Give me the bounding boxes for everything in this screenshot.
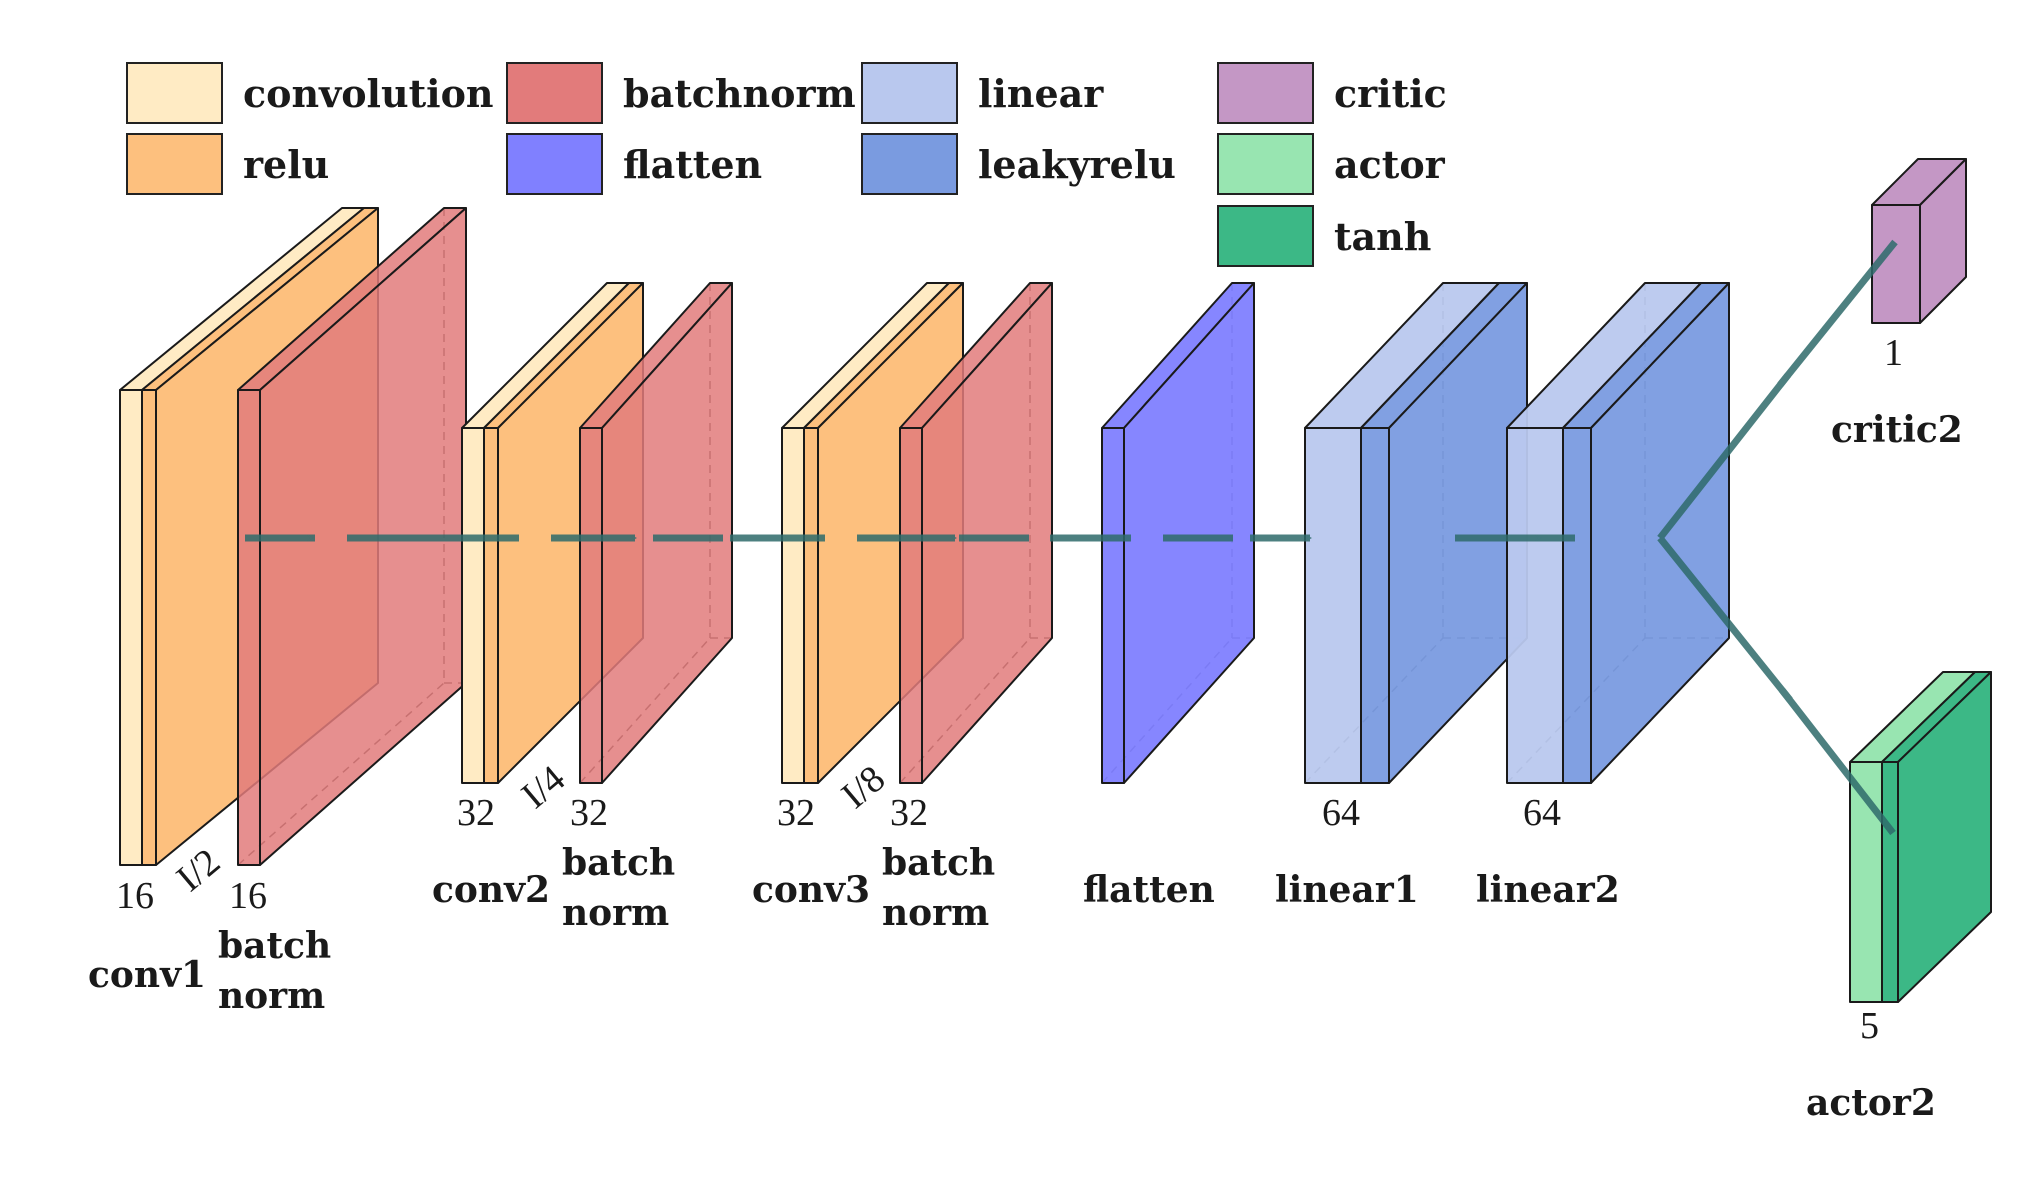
legend-swatch-relu bbox=[126, 133, 223, 195]
conv1-layer-front-face bbox=[141, 389, 157, 866]
legend-label-linear: linear bbox=[978, 71, 1104, 116]
legend-swatch-actor bbox=[1217, 133, 1314, 195]
actor-branch bbox=[1657, 535, 1793, 703]
legend-label-actor: actor bbox=[1334, 142, 1446, 187]
actor2-label: actor2 bbox=[1806, 1082, 1936, 1124]
bn1-label-line2: norm bbox=[218, 975, 325, 1017]
conv3-layer-front-face bbox=[803, 427, 819, 784]
bn3-layer-front-face bbox=[899, 427, 923, 784]
bn3-layer bbox=[899, 282, 1053, 784]
flatten-layer bbox=[1101, 282, 1255, 784]
labels: 16 16 I/2 conv1 batch norm 32 32 I/4 con… bbox=[88, 332, 1963, 1124]
bn1-channels: 16 bbox=[229, 875, 267, 917]
bn2-layer bbox=[579, 282, 733, 784]
conv2-channels: 32 bbox=[457, 792, 495, 834]
legend-label-leakyrelu: leakyrelu bbox=[978, 142, 1176, 187]
legend-label-flatten: flatten bbox=[623, 142, 762, 187]
bn3-channels: 32 bbox=[890, 792, 928, 834]
linear2-label: linear2 bbox=[1476, 869, 1620, 911]
actor-branch-end bbox=[1779, 687, 1896, 836]
legend-swatch-tanh bbox=[1217, 205, 1314, 267]
legend-swatch-leakyrelu bbox=[861, 133, 958, 195]
linear1-layer-front-face bbox=[1360, 427, 1390, 784]
conv1-label: conv1 bbox=[88, 954, 206, 996]
legend-swatch-batchnorm bbox=[506, 62, 603, 124]
legend-label-critic: critic bbox=[1334, 71, 1447, 116]
conv1-channels: 16 bbox=[116, 875, 154, 917]
linear1-layer bbox=[1304, 282, 1528, 784]
critic2-layer-front-face bbox=[1871, 204, 1921, 324]
legend-label-relu: relu bbox=[243, 142, 329, 187]
layers-group bbox=[119, 158, 1992, 1003]
linear1-channels: 64 bbox=[1322, 792, 1360, 834]
actor2-layer bbox=[1849, 671, 1992, 1003]
connections bbox=[245, 239, 1898, 836]
bn1-label-line1: batch bbox=[218, 925, 331, 967]
linear2-channels: 64 bbox=[1523, 792, 1561, 834]
critic2-channels: 1 bbox=[1884, 332, 1903, 374]
critic2-label: critic2 bbox=[1831, 409, 1963, 451]
flatten-label: flatten bbox=[1083, 869, 1215, 911]
critic-branch bbox=[1657, 372, 1791, 541]
bn2-label-line1: batch bbox=[562, 842, 675, 884]
conv3-layer-front-face bbox=[781, 427, 805, 784]
conv1-layer-front-face bbox=[119, 389, 143, 866]
legend: convolution relu batchnorm flatten linea… bbox=[126, 62, 1447, 267]
legend-swatch-flatten bbox=[506, 133, 603, 195]
legend-label-batchnorm: batchnorm bbox=[623, 71, 856, 116]
conv2-label: conv2 bbox=[432, 869, 550, 911]
legend-swatch-convolution bbox=[126, 62, 223, 124]
actor2-layer-front-face bbox=[1881, 761, 1899, 1003]
legend-swatch-critic bbox=[1217, 62, 1314, 124]
bn1-layer-front-face bbox=[237, 389, 261, 866]
linear2-layer-front-face bbox=[1562, 427, 1592, 784]
conv3-label: conv3 bbox=[752, 869, 870, 911]
linear2-layer bbox=[1506, 282, 1730, 784]
scale-label-eighth: I/8 bbox=[834, 758, 893, 817]
bn2-layer-front-face bbox=[579, 427, 603, 784]
legend-label-convolution: convolution bbox=[243, 71, 494, 116]
bn3-label-line2: norm bbox=[882, 892, 989, 934]
linear1-layer-front-face bbox=[1304, 427, 1362, 784]
conv3-channels: 32 bbox=[777, 792, 815, 834]
bn3-label-line1: batch bbox=[882, 842, 995, 884]
flatten-layer-front-face bbox=[1101, 427, 1125, 784]
linear1-label: linear1 bbox=[1275, 869, 1419, 911]
conv2-layer-front-face bbox=[483, 427, 499, 784]
flatten-layer-side-face bbox=[1123, 282, 1255, 784]
critic-branch-end bbox=[1777, 239, 1898, 388]
bn2-channels: 32 bbox=[570, 792, 608, 834]
bn2-label-line2: norm bbox=[562, 892, 669, 934]
scale-label-half: I/2 bbox=[169, 841, 228, 900]
scale-label-quarter: I/4 bbox=[514, 758, 573, 817]
linear2-layer-front-face bbox=[1506, 427, 1564, 784]
legend-swatch-linear bbox=[861, 62, 958, 124]
critic2-layer bbox=[1871, 158, 1967, 324]
conv2-layer-front-face bbox=[461, 427, 485, 784]
legend-label-tanh: tanh bbox=[1334, 214, 1431, 259]
actor2-channels: 5 bbox=[1860, 1005, 1879, 1047]
